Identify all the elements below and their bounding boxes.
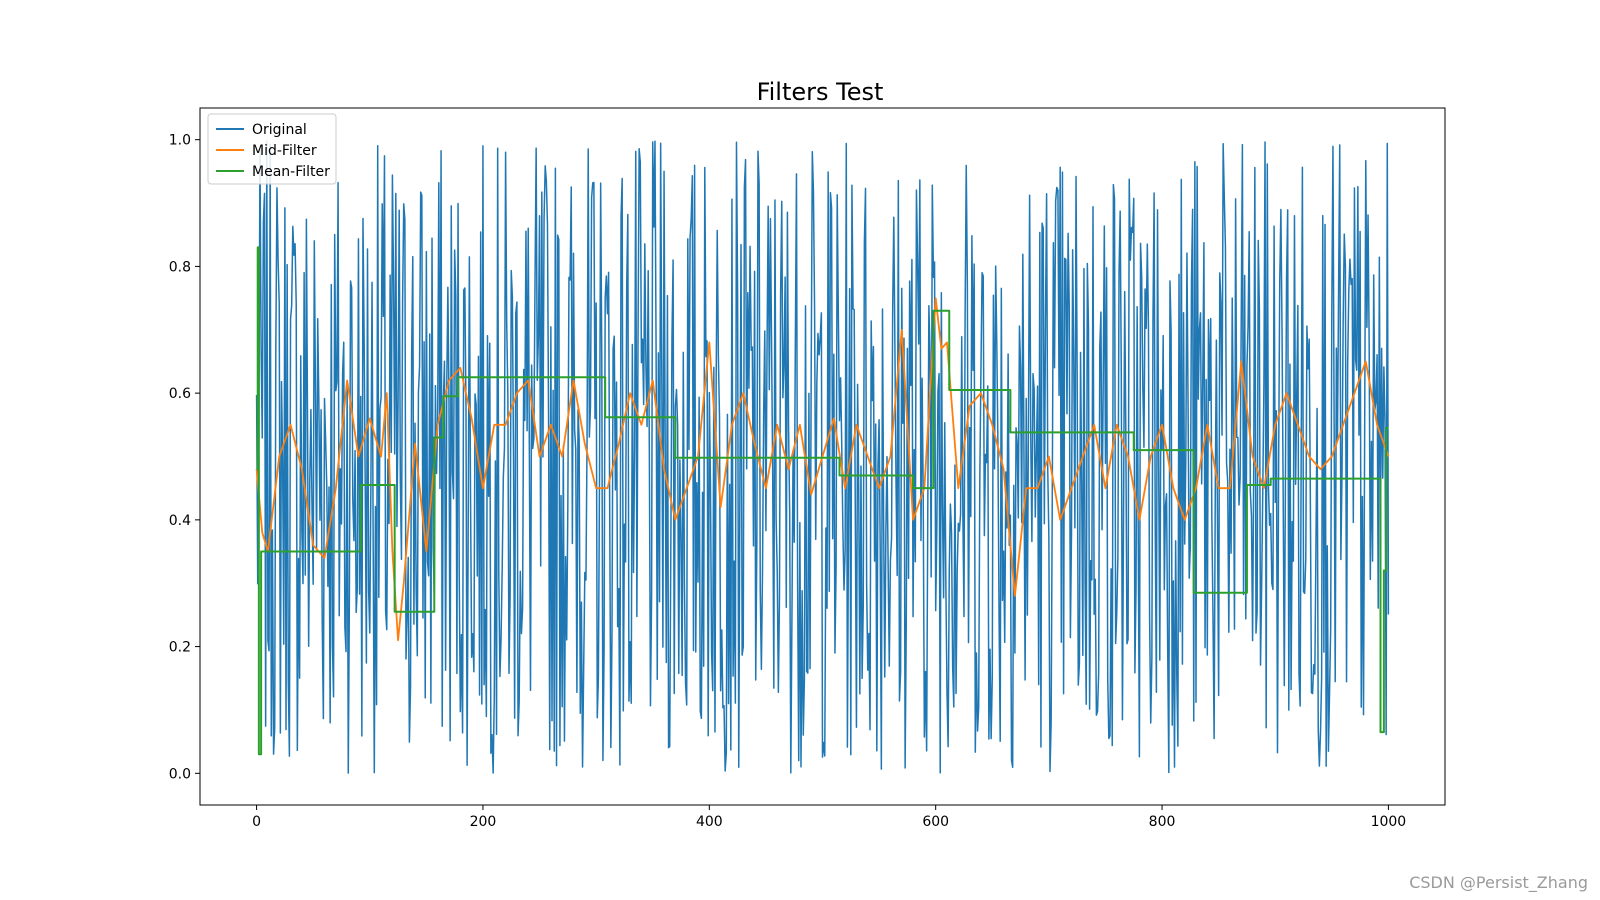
plot-frame	[199, 107, 1446, 806]
x-tick-label: 800	[1149, 814, 1176, 830]
legend-label: Mean-Filter	[252, 164, 330, 180]
series-mid-filter-line	[255, 297, 1390, 642]
plot-area	[199, 107, 1446, 806]
x-axis: 0 200 400 600 800 1000	[252, 805, 1406, 830]
x-tick-label: 0	[252, 814, 261, 830]
y-tick-label: 0.0	[169, 766, 191, 782]
legend-label: Mid-Filter	[252, 143, 317, 159]
y-tick-label: 0.4	[169, 513, 191, 529]
series-mean-filter-line	[256, 246, 1389, 756]
series-layer	[255, 140, 1390, 774]
series-original-line	[255, 140, 1390, 774]
y-tick-label: 0.6	[169, 386, 191, 402]
y-axis: 0.0 0.2 0.4 0.6 0.8 1.0	[169, 133, 200, 782]
chart-title: Filters Test	[757, 78, 884, 106]
y-tick-label: 0.2	[169, 640, 191, 656]
x-tick-label: 200	[470, 814, 497, 830]
y-tick-label: 0.8	[169, 259, 191, 275]
watermark-text: CSDN @Persist_Zhang	[1409, 873, 1588, 892]
y-tick-label: 1.0	[169, 133, 191, 149]
x-tick-label: 1000	[1371, 814, 1407, 830]
legend-box	[207, 113, 337, 185]
x-tick-label: 600	[922, 814, 949, 830]
legend-label: Original	[252, 122, 307, 138]
legend: Original Mid-Filter Mean-Filter	[207, 113, 337, 185]
x-tick-label: 400	[696, 814, 723, 830]
